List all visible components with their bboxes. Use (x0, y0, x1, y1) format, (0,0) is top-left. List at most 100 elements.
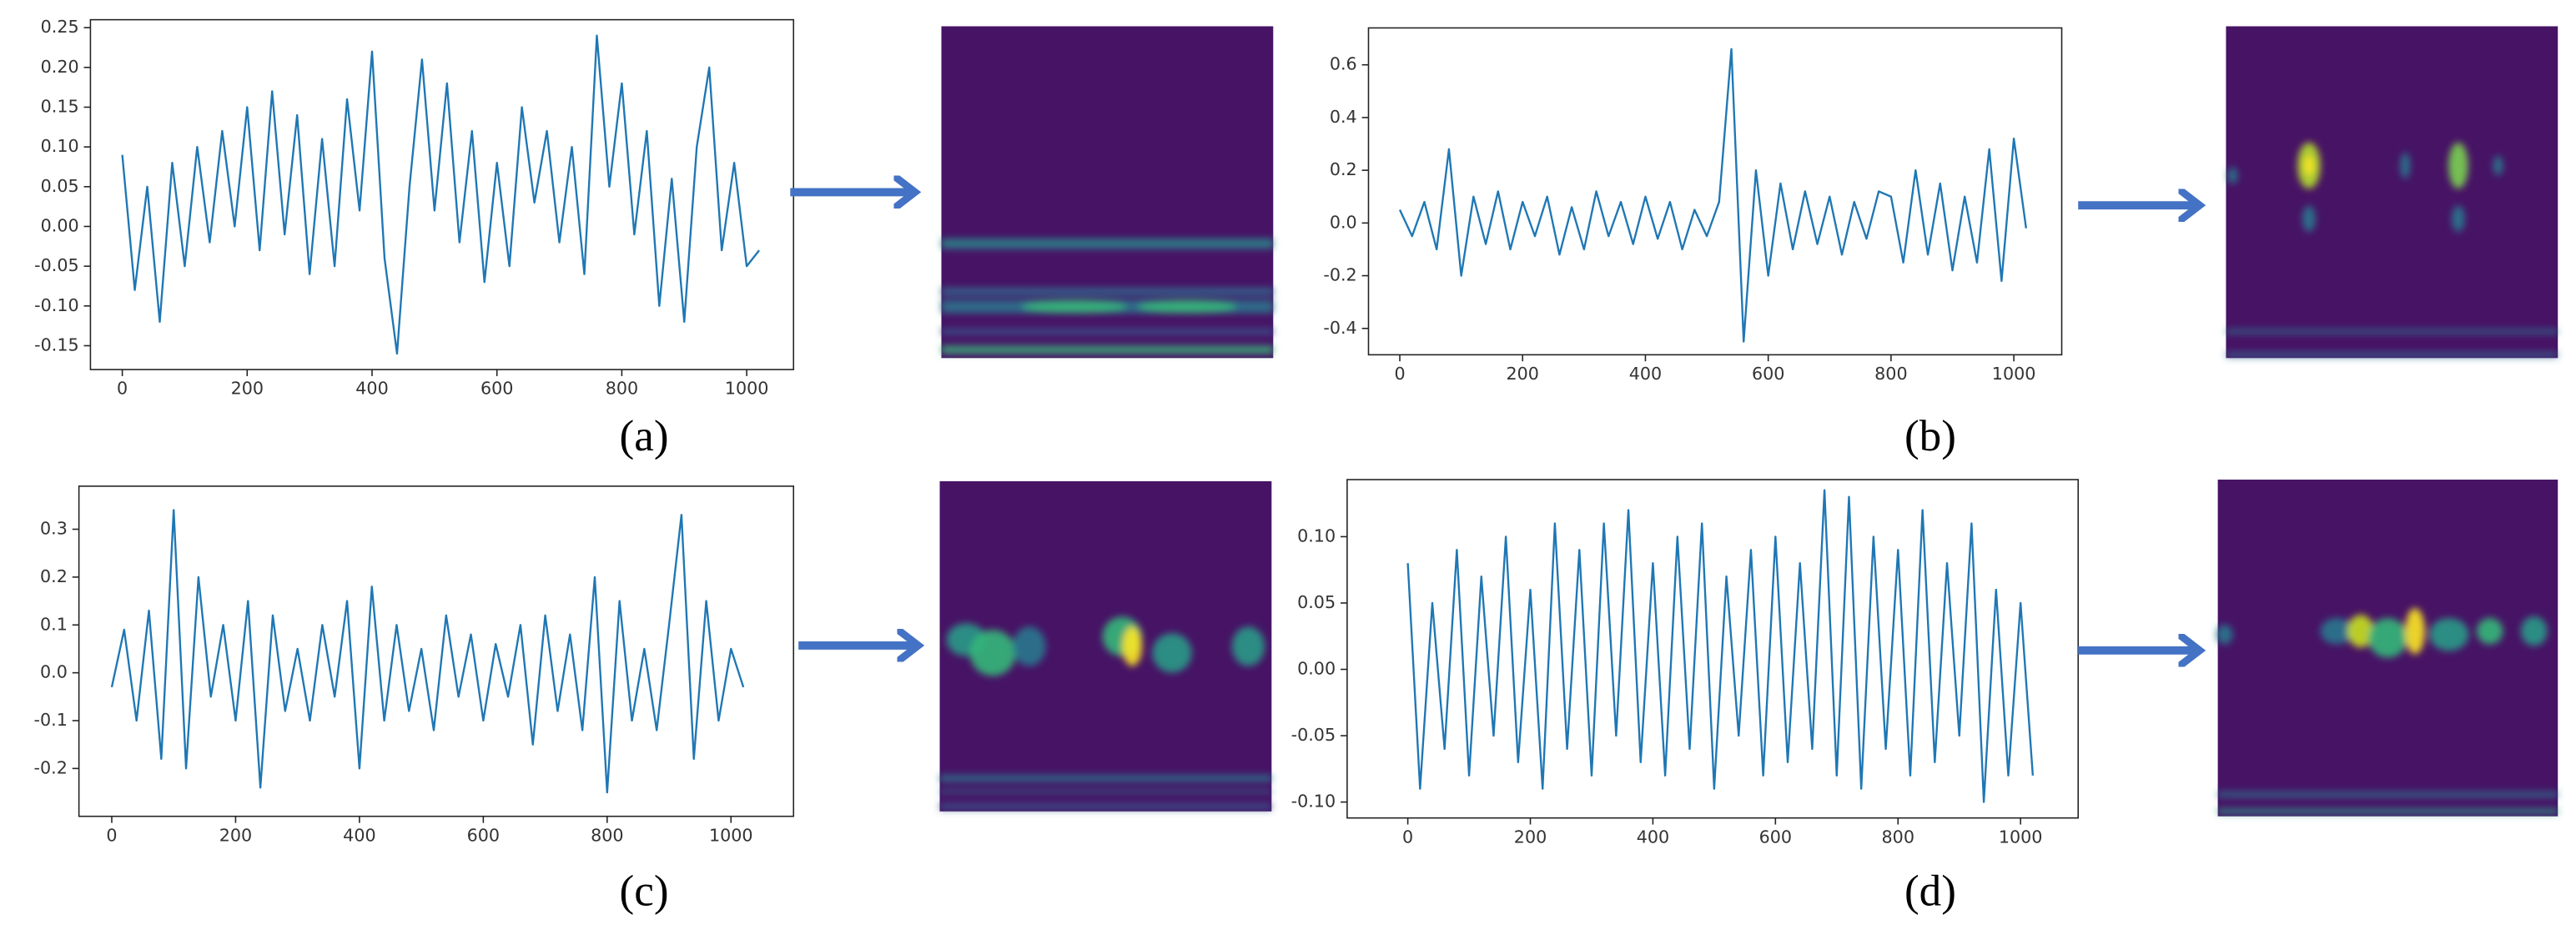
y-tick-label: 0.0 (40, 662, 68, 682)
spectrogram-blob (2429, 618, 2469, 651)
x-tick-label: 400 (1637, 827, 1669, 847)
y-tick-label: -0.1 (34, 710, 68, 730)
spectrogram-blob (1013, 626, 1046, 666)
signal-line (121, 34, 761, 355)
y-tick-label: 0.00 (41, 215, 79, 235)
x-tick-label: 600 (467, 825, 500, 845)
panel: 0 200 400 600 800 1000 -0.10 -0.05 0.00 0.05 0.10 (… (1291, 479, 2558, 915)
y-tick-label: -0.15 (34, 334, 78, 354)
plot-area (78, 485, 795, 817)
x-tick-label: 0 (117, 379, 128, 399)
panel: 0 200 400 600 800 1000 -0.2 -0.1 0.0 0.1 0.2 0.3 (c) (34, 480, 1272, 915)
spectrogram-blob (2452, 205, 2465, 232)
y-tick-label: 0.05 (41, 176, 79, 196)
y-tick-label: -0.05 (1291, 725, 1336, 745)
y-tick-label: -0.2 (1323, 265, 1356, 285)
y-tick-label: 0.4 (1330, 107, 1357, 127)
x-tick-label: 0 (106, 825, 117, 845)
spectrogram (2216, 480, 2558, 817)
spectrogram-band (2217, 792, 2558, 797)
x-tick-label: 200 (219, 825, 252, 845)
signal-line (110, 509, 745, 794)
y-tick-label: 0.20 (41, 57, 79, 77)
y-tick-label: 0.15 (41, 96, 79, 116)
x-tick-label: 0 (1394, 364, 1405, 384)
spectrogram-blob (2227, 167, 2238, 184)
spectrogram-blob (2302, 205, 2316, 232)
panel: 0 200 400 600 800 1000 -0.15 -0.10 -0.05 0.00 0.05… (34, 17, 1274, 460)
x-tick-label: 800 (1882, 827, 1914, 847)
spectrogram-band (939, 802, 1272, 810)
spectrogram-band (941, 287, 1274, 296)
y-tick-label: 0.2 (40, 566, 68, 586)
y-tick-label: 0.25 (41, 17, 79, 37)
panel: 0 200 400 600 800 1000 -0.4 -0.2 0.0 0.2 0.4 0.6 (b) (1323, 26, 2558, 460)
spectrogram-blob (2493, 155, 2503, 176)
signal-line (1398, 48, 2027, 343)
y-tick-label: 0.3 (40, 519, 68, 539)
x-tick-label: 1000 (725, 379, 769, 399)
panel-caption: (d) (1904, 867, 1956, 915)
x-tick-label: 800 (591, 825, 623, 845)
x-tick-label: 800 (1874, 364, 1907, 384)
spectrogram-blob (1021, 299, 1127, 314)
y-tick-label: 0.10 (41, 136, 79, 156)
spectrogram-band (939, 775, 1272, 782)
spectrogram-blob (1122, 626, 1143, 666)
x-tick-label: 400 (355, 379, 388, 399)
spectrogram-blob (2367, 618, 2408, 658)
y-tick-label: 0.0 (1330, 212, 1357, 232)
x-tick-label: 200 (231, 379, 264, 399)
y-tick-label: -0.10 (34, 295, 78, 315)
spectrogram-background (2226, 26, 2558, 359)
spectrogram-band (941, 239, 1274, 249)
spectrogram-blob (2476, 617, 2503, 645)
x-tick-label: 200 (1507, 364, 1539, 384)
spectrogram-blob (2400, 152, 2411, 179)
y-tick-label: -0.4 (1323, 318, 1356, 338)
y-tick-label: 0.10 (1297, 525, 1336, 545)
panel-caption: (c) (620, 867, 669, 915)
spectrogram (2226, 26, 2558, 359)
spectrogram-blob (2303, 155, 2314, 176)
x-tick-label: 600 (480, 379, 513, 399)
plot-area (1367, 27, 2063, 356)
spectrogram-features (2226, 143, 2558, 358)
spectrogram-blob (2405, 608, 2425, 655)
x-tick-label: 400 (1629, 364, 1662, 384)
spectrogram-blob (2520, 616, 2548, 646)
spectrogram-band (2226, 329, 2558, 334)
spectrogram-features (939, 616, 1272, 810)
spectrogram-features (2216, 608, 2558, 814)
panel-caption: (a) (620, 412, 669, 460)
spectrogram-blob (1152, 633, 1192, 673)
signal-line (1406, 489, 2035, 803)
x-tick-label: 400 (343, 825, 375, 845)
spectrogram-band (939, 790, 1272, 794)
spectrogram-blob (2347, 614, 2374, 648)
y-tick-label: 0.05 (1297, 592, 1336, 612)
spectrogram-blob (969, 630, 1016, 676)
spectrogram-blob (2216, 624, 2233, 645)
x-tick-label: 600 (1759, 827, 1792, 847)
spectrogram-blob (2448, 143, 2468, 189)
x-tick-label: 800 (606, 379, 638, 399)
x-tick-label: 1000 (709, 825, 753, 845)
spectrogram-band (941, 345, 1274, 354)
spectrogram (939, 480, 1272, 812)
y-tick-label: 0.00 (1297, 659, 1336, 679)
x-tick-label: 600 (1752, 364, 1784, 384)
spectrogram-blob (1137, 299, 1236, 314)
y-tick-label: -0.10 (1291, 792, 1336, 812)
y-tick-label: -0.05 (34, 255, 78, 275)
x-tick-label: 1000 (1999, 827, 2043, 847)
spectrogram (941, 26, 1274, 359)
spectrogram-band (2226, 352, 2558, 358)
plot-area (89, 18, 795, 370)
x-tick-label: 0 (1402, 827, 1413, 847)
x-tick-label: 200 (1514, 827, 1547, 847)
y-tick-label: 0.6 (1330, 54, 1357, 74)
x-tick-label: 1000 (1992, 364, 2036, 384)
